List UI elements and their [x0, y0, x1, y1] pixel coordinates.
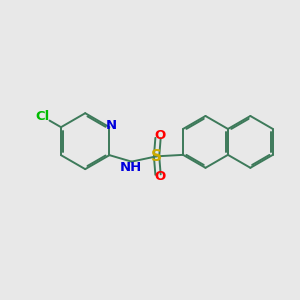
- Text: O: O: [154, 129, 165, 142]
- Text: S: S: [151, 149, 162, 164]
- Text: N: N: [106, 119, 117, 132]
- Text: NH: NH: [120, 161, 142, 174]
- Text: O: O: [154, 170, 165, 183]
- Text: Cl: Cl: [35, 110, 50, 123]
